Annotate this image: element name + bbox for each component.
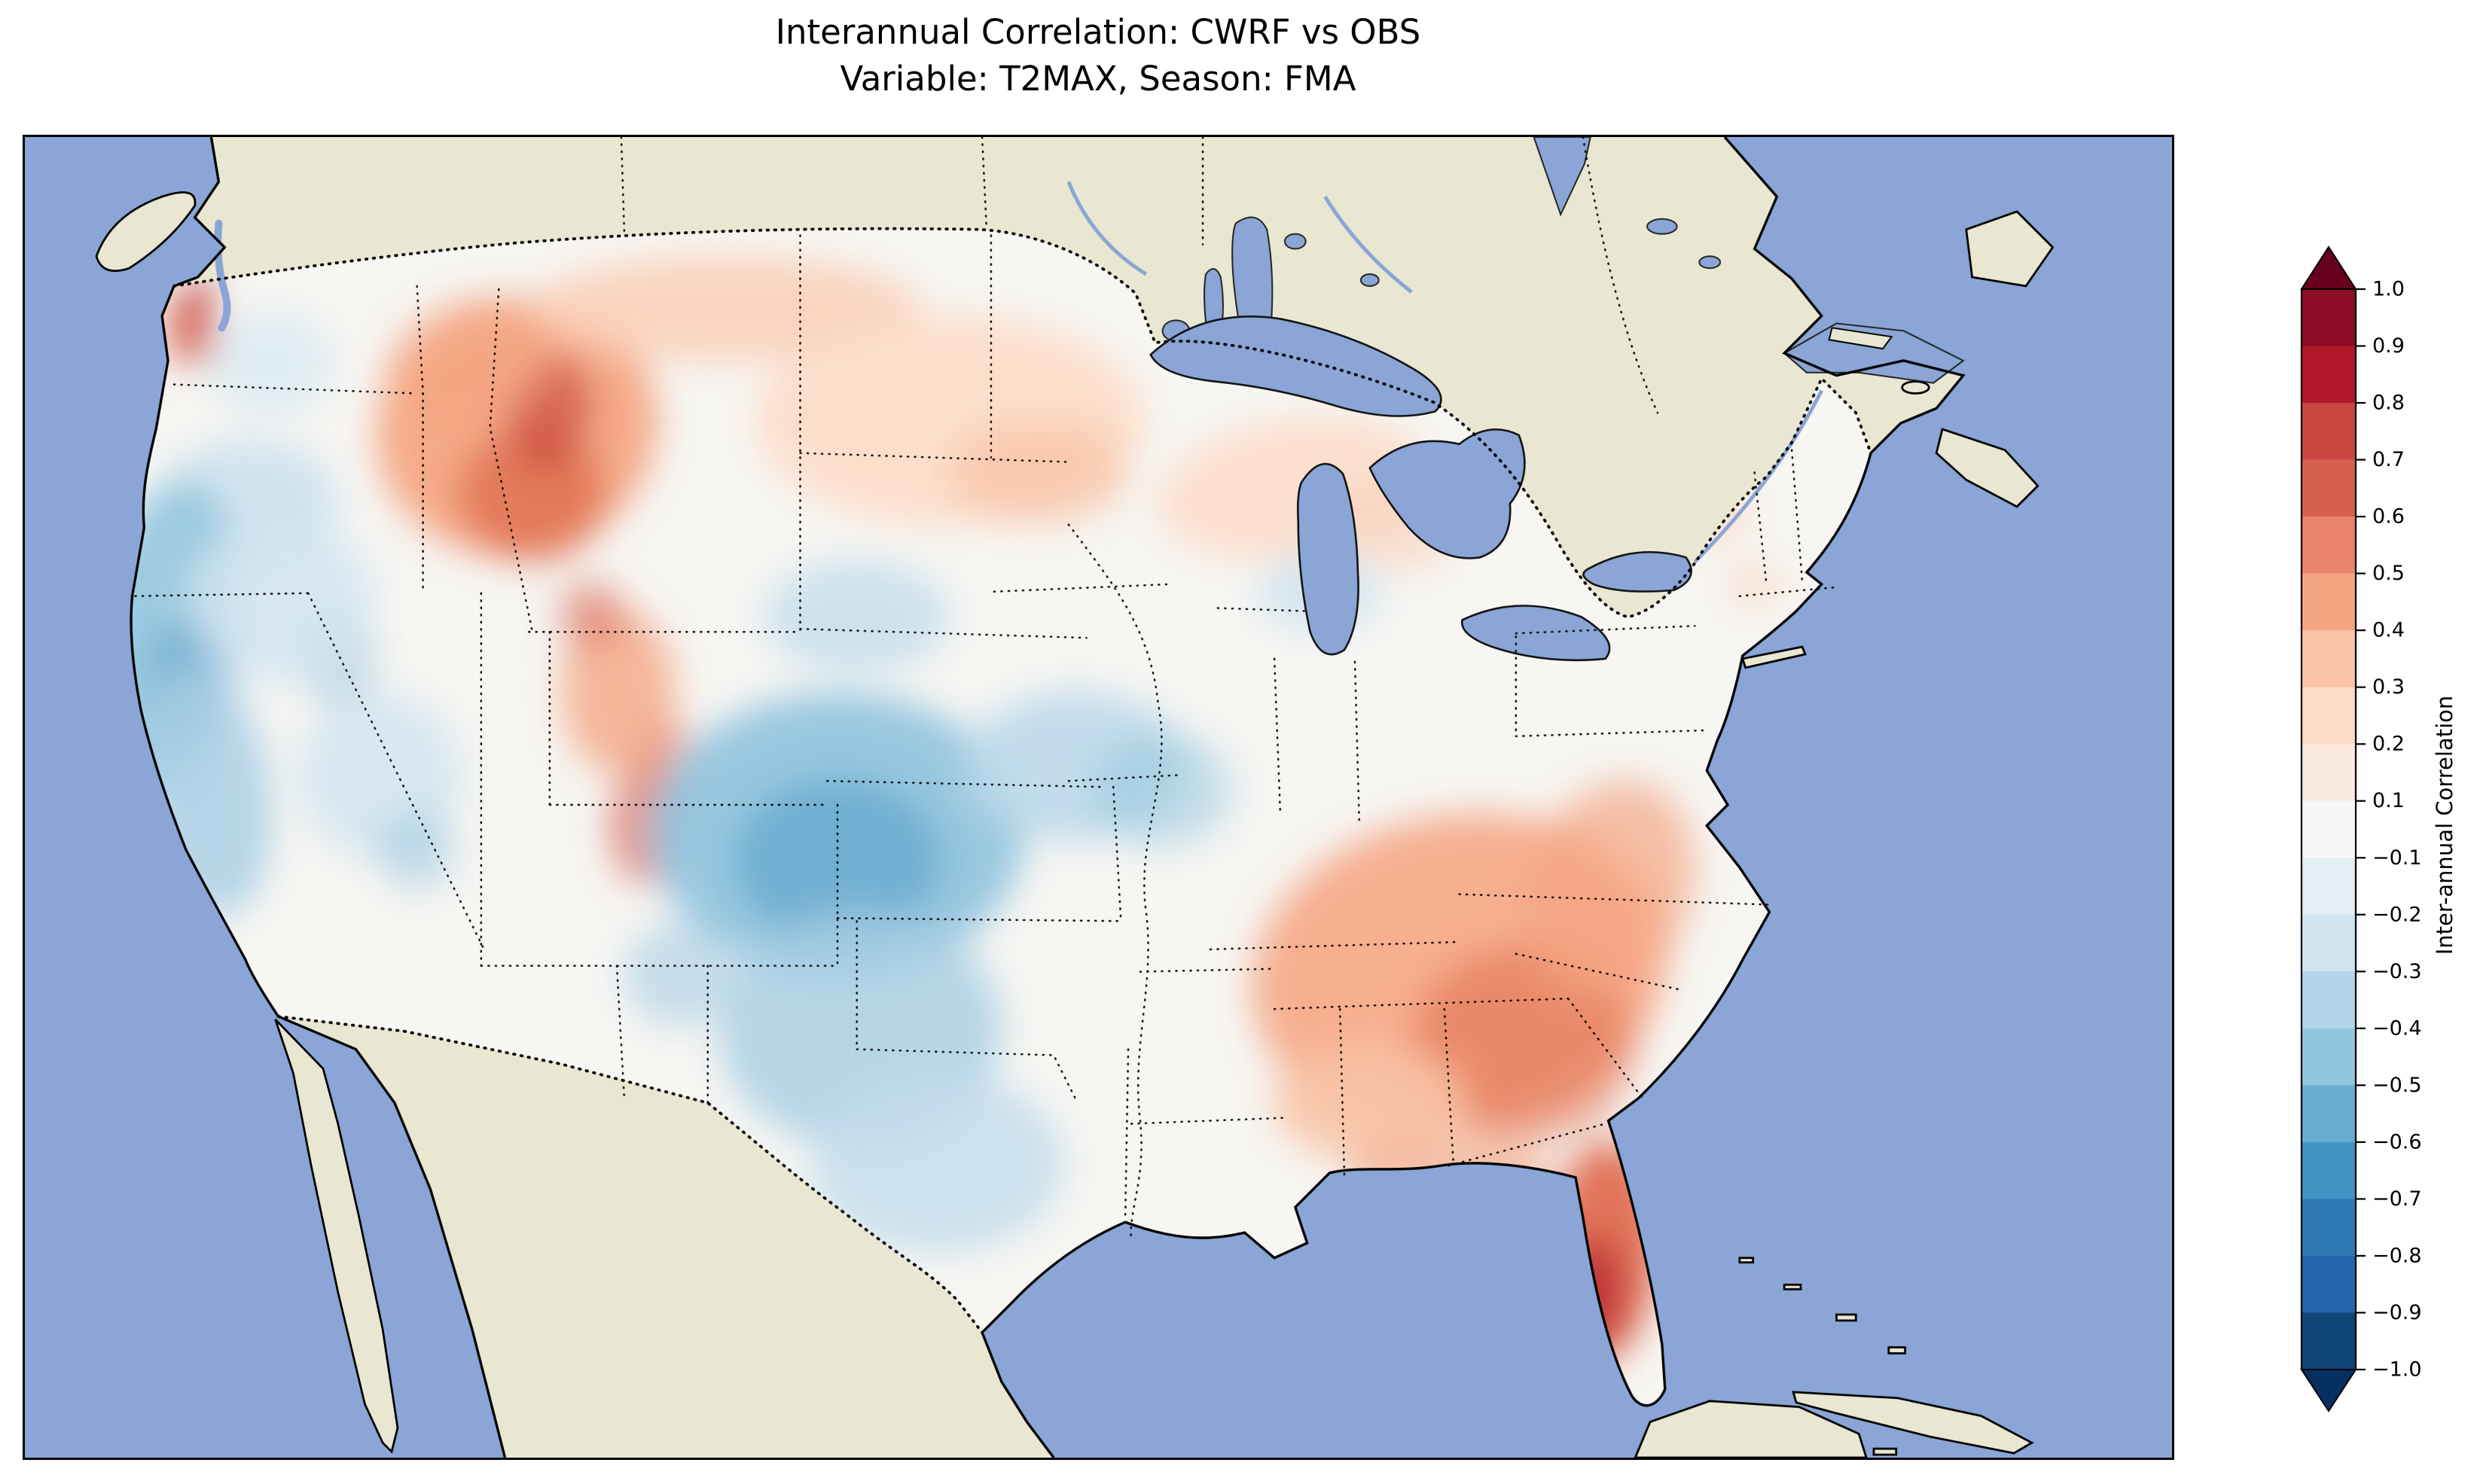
us-mexico-border (276, 1015, 984, 1334)
state-borders (134, 137, 1838, 1242)
colorbar-band (2302, 1028, 2356, 1086)
colorbar-band (2302, 687, 2356, 745)
james-bay (1533, 137, 1591, 217)
correlation-blob (1089, 733, 1233, 847)
colorbar-tick-label: −1.0 (2372, 1358, 2422, 1382)
great-lakes (1149, 315, 1692, 662)
colorbar-band (2302, 914, 2356, 973)
colorbar-band (2302, 1255, 2356, 1314)
colorbar-tick-label: −0.5 (2372, 1074, 2422, 1097)
colorbar-band (2302, 1199, 2356, 1257)
baja-california (274, 1019, 399, 1454)
colorbar-band (2302, 1085, 2356, 1143)
colorbar-tick-label: 0.6 (2372, 505, 2405, 529)
colorbar-tick-label: 0.1 (2372, 789, 2405, 812)
colorbar-outline (2300, 288, 2357, 1371)
correlation-blob (188, 517, 374, 681)
figure-title: Interannual Correlation: CWRF vs OBS Var… (0, 9, 2196, 102)
colorbar-tick-label: −0.4 (2372, 1016, 2422, 1040)
anticosti-island (1828, 327, 1893, 350)
title-line-2: Variable: T2MAX, Season: FMA (840, 59, 1356, 99)
correlation-blob (1728, 560, 1782, 608)
colorbar-tick-label: −0.2 (2372, 903, 2422, 926)
newfoundland (1965, 210, 2055, 288)
colorbar-extend-arrow-bottom (2300, 1369, 2357, 1412)
lake-erie (1461, 605, 1611, 662)
colorbar-tick-label: −0.6 (2372, 1130, 2422, 1153)
colorbar-band (2302, 403, 2356, 461)
colorbar-band (2302, 858, 2356, 916)
colorbar-band (2302, 573, 2356, 631)
colorbar-band (2302, 289, 2356, 347)
correlation-blob (561, 609, 676, 774)
colorbar-band (2302, 1141, 2356, 1200)
colorbar: 1.0 0.9 0.8 0.7 0.6 0.5 0.4 0.3 0.2 0.1 −0.1 −0.2 −0… (2300, 245, 2422, 1412)
lake-superior (1149, 315, 1442, 417)
colorbar-tick-label: 0.8 (2372, 392, 2405, 415)
colorbar-axis-label: Inter-annual Correlation (2432, 695, 2457, 955)
colorbar-band (2302, 1312, 2356, 1370)
correlation-blob (949, 420, 1129, 525)
vancouver-island (95, 191, 197, 273)
nova-scotia (1935, 428, 2039, 508)
colorbar-tick-label: 0.5 (2372, 562, 2405, 585)
correlation-blob (764, 560, 950, 674)
lake-ontario (1582, 550, 1692, 593)
correlation-blob (624, 924, 732, 1025)
colorbar-tick-label: 0.4 (2372, 619, 2405, 642)
coastlines (130, 137, 1966, 1458)
colorbar-tick-label: −0.9 (2372, 1301, 2422, 1324)
national-borders (172, 227, 1872, 1334)
us-canada-border (172, 227, 1872, 619)
pei (1901, 380, 1930, 395)
correlation-blob (208, 311, 334, 416)
bahamas (1738, 1257, 1906, 1456)
correlation-blob (733, 778, 942, 943)
colorbar-tick-label: 1.0 (2372, 278, 2405, 301)
colorbar-band (2302, 800, 2356, 859)
colorbar-tick-label: −0.3 (2372, 960, 2422, 983)
colorbar-band (2302, 630, 2356, 688)
correlation-blob (558, 580, 624, 648)
yucatan (1634, 1400, 1868, 1458)
colorbar-band (2302, 346, 2356, 404)
colorbar-band (2302, 517, 2356, 574)
correlation-blob (1522, 781, 1695, 999)
correlation-blob (185, 274, 216, 316)
correlation-blob (377, 810, 455, 888)
rivers (214, 181, 1823, 563)
lake-huron (1368, 428, 1526, 559)
colorbar-tick-label: 0.2 (2372, 733, 2405, 756)
colorbar-band (2302, 971, 2356, 1029)
colorbar-tick-label: −0.1 (2372, 846, 2422, 870)
correlation-blob (532, 256, 920, 361)
correlation-blob (1273, 1046, 1467, 1160)
colorbar-band (2302, 744, 2356, 802)
colorbar-band (2302, 459, 2356, 517)
colorbar-extend-arrow-top (2300, 245, 2357, 290)
correlation-blob (386, 297, 559, 425)
colorbar-tick-label: −0.7 (2372, 1187, 2422, 1211)
colorbar-tick-label: 0.9 (2372, 334, 2405, 358)
correlation-blob (810, 1073, 1064, 1252)
lake-michigan (1297, 462, 1359, 656)
long-island (1740, 645, 1807, 669)
islands (95, 191, 2055, 1458)
colorbar-tick-label: 0.3 (2372, 675, 2405, 699)
cuba (1792, 1391, 2034, 1455)
title-line-1: Interannual Correlation: CWRF vs OBS (775, 12, 1421, 52)
colorbar-tick-label: 0.7 (2372, 448, 2405, 471)
colorbar-tick-label: −0.8 (2372, 1244, 2422, 1267)
map-axes (23, 135, 2174, 1460)
us-correlation-field (131, 228, 1872, 1406)
correlation-map (25, 137, 2172, 1458)
